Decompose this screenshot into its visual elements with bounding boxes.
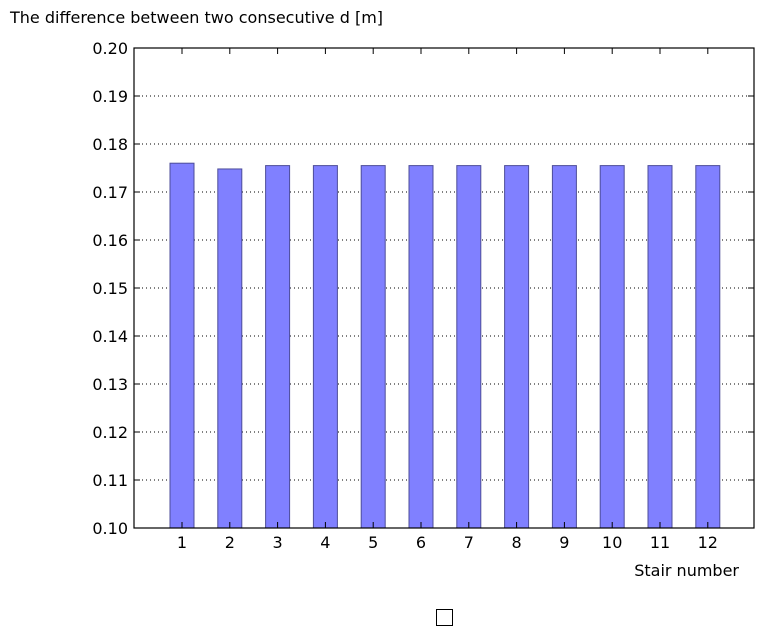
bar-3 bbox=[265, 165, 291, 529]
y-tick-label: 0.19 bbox=[92, 87, 128, 106]
bar-4 bbox=[312, 165, 338, 529]
x-tick-label: 12 bbox=[698, 533, 718, 552]
y-axis-label: The difference between two consecutive d… bbox=[9, 8, 383, 27]
bar-12 bbox=[695, 165, 721, 529]
x-tick-label: 4 bbox=[320, 533, 330, 552]
x-tick-label: 5 bbox=[368, 533, 378, 552]
bar-10 bbox=[599, 165, 625, 529]
y-tick-label: 0.17 bbox=[92, 183, 128, 202]
y-tick-label: 0.20 bbox=[92, 39, 128, 58]
y-tick-label: 0.15 bbox=[92, 279, 128, 298]
y-tick-label: 0.11 bbox=[92, 471, 128, 490]
x-axis-ticks: 1 2 3 4 5 6 7 8 9 10 11 12 bbox=[177, 48, 718, 552]
plot-frame bbox=[133, 47, 755, 529]
bar-2 bbox=[217, 168, 243, 529]
y-tick-label: 0.16 bbox=[92, 231, 128, 250]
bar-1 bbox=[169, 162, 195, 529]
x-tick-label: 8 bbox=[512, 533, 522, 552]
x-tick-label: 11 bbox=[650, 533, 670, 552]
y-axis-ticks: 0.10 0.11 0.12 0.13 0.14 0.15 0.16 0.17 0.18 0.19… bbox=[92, 39, 754, 538]
bar-8 bbox=[504, 165, 530, 529]
x-tick-label: 10 bbox=[602, 533, 622, 552]
x-tick-label: 3 bbox=[273, 533, 283, 552]
bars bbox=[169, 162, 721, 529]
bar-11 bbox=[647, 165, 673, 529]
y-tick-label: 0.12 bbox=[92, 423, 128, 442]
y-tick-label: 0.18 bbox=[92, 135, 128, 154]
x-tick-label: 2 bbox=[225, 533, 235, 552]
x-tick-label: 6 bbox=[416, 533, 426, 552]
y-tick-label: 0.13 bbox=[92, 375, 128, 394]
x-axis-label: Stair number bbox=[634, 561, 739, 580]
x-tick-label: 1 bbox=[177, 533, 187, 552]
bar-6 bbox=[408, 165, 434, 529]
y-tick-label: 0.14 bbox=[92, 327, 128, 346]
legend-swatch bbox=[436, 609, 453, 626]
x-tick-label: 9 bbox=[559, 533, 569, 552]
bar-7 bbox=[456, 165, 482, 529]
bar-9 bbox=[551, 165, 577, 529]
x-tick-label: 7 bbox=[464, 533, 474, 552]
bar-5 bbox=[360, 165, 386, 529]
y-tick-label: 0.10 bbox=[92, 519, 128, 538]
